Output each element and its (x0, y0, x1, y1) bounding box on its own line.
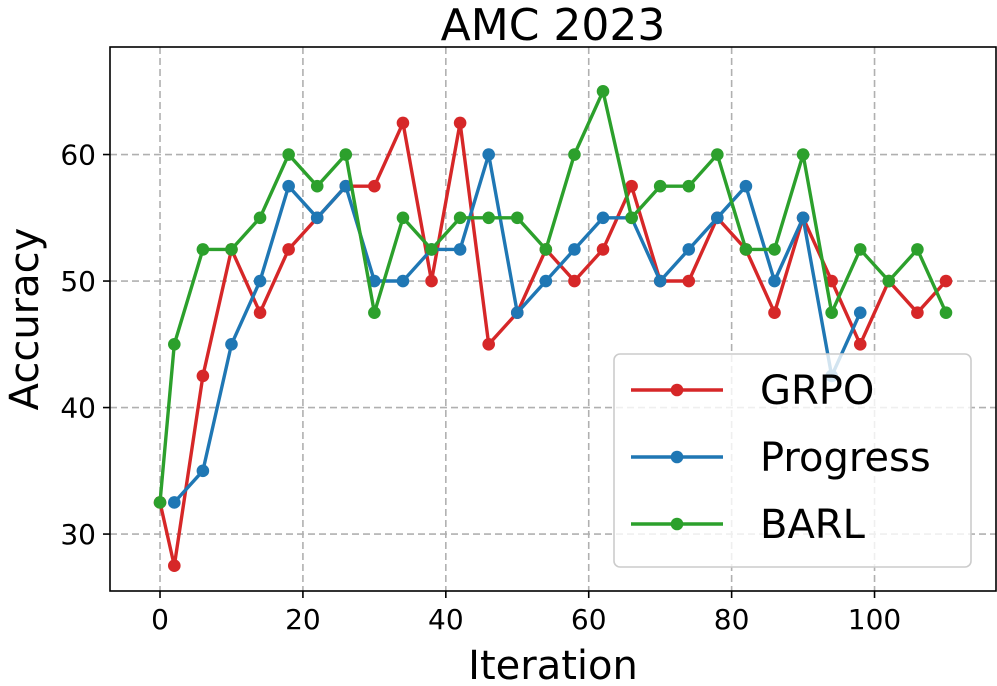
data-point-progress (168, 496, 181, 509)
data-point-barl (396, 211, 410, 225)
data-point-barl (682, 179, 696, 193)
data-point-progress (539, 274, 553, 288)
data-point-barl (510, 211, 524, 225)
data-point-barl (568, 148, 581, 161)
data-point-progress (653, 274, 667, 288)
x-tick-label: 0 (151, 603, 169, 636)
data-point-progress (310, 211, 324, 225)
data-point-progress (568, 243, 581, 256)
plot-frame (109, 46, 997, 592)
data-point-barl (539, 243, 553, 256)
legend: GRPO Progress BARL (613, 353, 972, 568)
data-point-barl (739, 243, 753, 256)
data-point-progress (196, 464, 210, 478)
x-tick-label: 40 (428, 603, 464, 636)
legend-swatch-marker (670, 383, 684, 397)
data-point-progress (482, 148, 495, 161)
data-point-grpo (682, 274, 696, 288)
x-axis-label: Iteration (468, 643, 638, 686)
data-point-barl (596, 84, 610, 98)
legend-label-barl: BARL (760, 502, 866, 548)
x-tick-label: 80 (714, 603, 750, 636)
chart-title: AMC 2023 (441, 0, 666, 51)
x-tick-label: 20 (285, 603, 321, 636)
data-point-grpo (425, 274, 438, 288)
data-point-barl (253, 211, 267, 225)
y-tick-label: 30 (60, 518, 96, 551)
legend-entry-progress: Progress (631, 435, 931, 481)
data-point-grpo (939, 274, 953, 288)
data-point-barl (939, 306, 953, 319)
data-point-barl (425, 243, 438, 256)
data-point-grpo (825, 274, 838, 288)
data-point-progress (396, 274, 410, 288)
data-point-barl (310, 179, 324, 193)
y-tick-label: 60 (60, 139, 96, 172)
data-point-barl (453, 211, 467, 225)
data-point-barl (482, 211, 495, 225)
data-point-progress (368, 274, 381, 288)
y-tick-label: 50 (60, 265, 96, 298)
data-point-barl (911, 243, 924, 256)
legend-label-progress: Progress (760, 435, 931, 481)
legend-entry-barl: BARL (631, 502, 866, 548)
data-point-grpo (853, 338, 867, 351)
legend-swatch-marker (670, 450, 684, 464)
series-barl (153, 84, 953, 509)
data-point-progress (253, 274, 267, 288)
data-series (153, 84, 953, 572)
data-point-progress (339, 179, 353, 193)
data-point-barl (196, 243, 210, 256)
data-point-grpo (168, 559, 181, 572)
data-point-progress (768, 274, 781, 288)
data-point-grpo (568, 274, 581, 288)
x-tick-label: 100 (848, 603, 901, 636)
data-point-progress (739, 179, 753, 193)
legend-label-grpo: GRPO (760, 368, 874, 414)
data-point-grpo (768, 306, 781, 319)
x-tick-label: 60 (571, 603, 607, 636)
data-point-barl (153, 496, 167, 509)
data-point-grpo (625, 179, 638, 193)
data-point-barl (282, 148, 295, 161)
data-point-barl (653, 179, 667, 193)
data-point-grpo (911, 306, 924, 319)
y-axis-label: Accuracy (2, 228, 48, 411)
data-point-grpo (196, 369, 210, 383)
data-point-progress (282, 179, 295, 193)
data-point-barl (711, 148, 724, 161)
y-tick-label: 40 (60, 392, 96, 425)
data-point-progress (453, 243, 467, 256)
data-point-barl (796, 148, 810, 161)
data-point-progress (596, 211, 610, 225)
data-point-barl (168, 338, 181, 351)
data-point-grpo (282, 243, 295, 256)
data-point-progress (796, 211, 810, 225)
data-point-grpo (368, 179, 381, 193)
legend-box (613, 353, 972, 568)
data-point-grpo (453, 116, 467, 130)
data-point-progress (711, 211, 724, 225)
data-point-barl (853, 243, 867, 256)
data-point-grpo (396, 116, 410, 130)
data-point-barl (368, 306, 381, 319)
data-point-grpo (596, 243, 610, 256)
data-point-barl (225, 243, 238, 256)
legend-swatch-marker (670, 517, 684, 531)
data-point-barl (825, 306, 838, 319)
data-point-barl (625, 211, 638, 225)
data-point-grpo (482, 338, 495, 351)
data-point-grpo (253, 306, 267, 319)
data-point-barl (339, 148, 353, 161)
data-point-barl (768, 243, 781, 256)
data-point-progress (510, 306, 524, 319)
legend-entry-grpo: GRPO (631, 368, 874, 414)
data-point-barl (882, 274, 896, 288)
data-point-progress (225, 338, 238, 351)
data-point-progress (682, 243, 696, 256)
data-point-progress (853, 306, 867, 319)
axis-ticks: 0 20 40 60 80 100 30 40 50 60 (60, 139, 901, 636)
